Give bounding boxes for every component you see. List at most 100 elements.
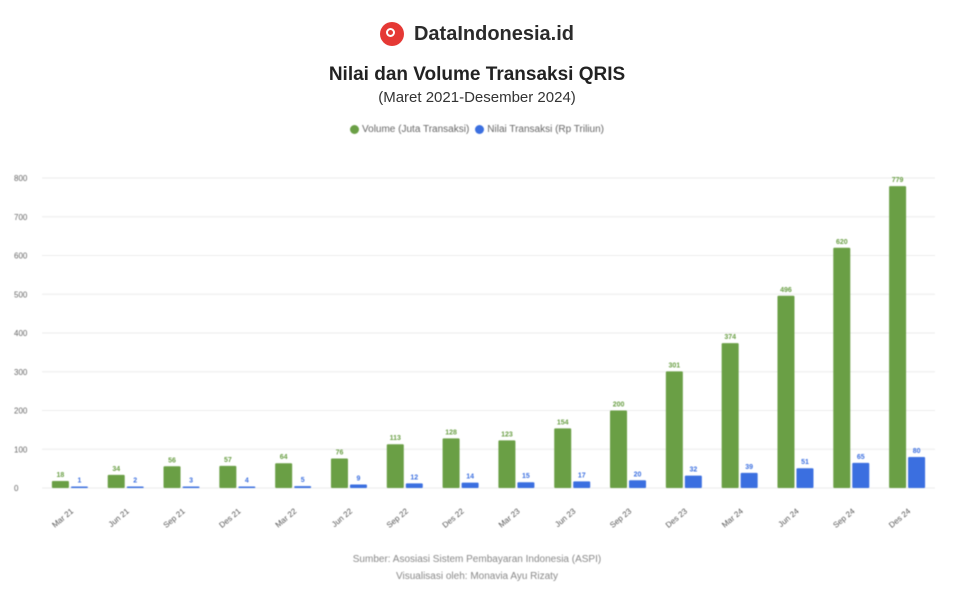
bar-volume — [219, 465, 237, 488]
source-note: Sumber: Asosiasi Sistem Pembayaran Indon… — [352, 554, 602, 565]
y-tick-label: 300 — [14, 368, 28, 377]
bar-volume — [889, 186, 907, 488]
data-label-volume: 123 — [501, 431, 513, 438]
x-tick-label: Des 22 — [441, 506, 467, 530]
data-label-volume: 200 — [613, 402, 625, 409]
legend-label-volume: Volume (Juta Transaksi) — [362, 124, 470, 135]
bar-nilai — [684, 475, 702, 488]
x-tick-label: Jun 23 — [553, 506, 578, 529]
data-label-volume: 34 — [112, 466, 120, 473]
data-label-volume: 56 — [168, 457, 176, 464]
brand-header: DataIndonesia.id — [0, 22, 954, 46]
y-tick-label: 400 — [14, 329, 28, 338]
x-tick-label: Jun 21 — [107, 506, 132, 529]
credit-note: Visualisasi oleh: Monavia Ayu Rizaty — [396, 571, 558, 582]
data-label-volume: 64 — [280, 454, 288, 461]
bar-nilai — [796, 468, 814, 488]
chart-subtitle: (Maret 2021-Desember 2024) — [378, 89, 576, 106]
bar-volume — [51, 481, 69, 488]
data-label-nilai: 1 — [77, 478, 81, 485]
data-label-nilai: 20 — [634, 471, 642, 478]
bar-nilai — [629, 480, 647, 488]
y-tick-label: 700 — [14, 213, 28, 222]
data-label-nilai: 2 — [133, 478, 137, 485]
bar-nilai — [517, 482, 535, 488]
bar-nilai — [349, 484, 367, 488]
data-label-nilai: 32 — [689, 467, 697, 474]
chart-legend: Volume (Juta Transaksi) Nilai Transaksi … — [0, 124, 954, 135]
data-label-volume: 76 — [336, 450, 344, 457]
bar-nilai — [126, 486, 144, 488]
y-tick-label: 500 — [14, 290, 28, 299]
data-label-volume: 374 — [724, 334, 736, 341]
bar-volume — [442, 438, 460, 488]
bar-volume — [330, 458, 348, 488]
bar-volume — [777, 295, 795, 488]
x-tick-label: Mar 22 — [274, 506, 299, 529]
x-tick-label: Mar 23 — [497, 506, 522, 529]
bar-nilai — [908, 457, 926, 488]
data-label-volume: 18 — [57, 472, 65, 479]
data-label-nilai: 39 — [745, 464, 753, 471]
bar-nilai — [461, 482, 479, 488]
legend-item-volume[interactable]: Volume (Juta Transaksi) — [350, 124, 469, 135]
x-tick-label: Sep 23 — [608, 506, 634, 530]
bar-volume — [386, 444, 404, 488]
bar-nilai — [740, 472, 758, 488]
x-tick-label: Sep 22 — [385, 506, 411, 530]
x-tick-label: Sep 24 — [831, 506, 857, 530]
bar-volume — [107, 474, 125, 488]
data-label-volume: 57 — [224, 457, 232, 464]
data-label-nilai: 3 — [189, 478, 193, 485]
data-label-volume: 301 — [669, 362, 681, 369]
data-label-nilai: 17 — [578, 472, 586, 479]
bar-volume — [721, 343, 739, 488]
data-label-nilai: 4 — [245, 477, 249, 484]
y-tick-label: 800 — [14, 174, 28, 183]
bar-nilai — [405, 483, 423, 488]
legend-item-nilai[interactable]: Nilai Transaksi (Rp Triliun) — [475, 124, 604, 135]
data-label-volume: 620 — [836, 239, 848, 246]
data-label-volume: 154 — [557, 419, 569, 426]
legend-label-nilai: Nilai Transaksi (Rp Triliun) — [487, 124, 604, 135]
x-tick-label: Jun 22 — [330, 506, 355, 529]
x-tick-label: Des 23 — [664, 506, 690, 530]
y-tick-label: 100 — [14, 445, 28, 454]
data-label-volume: 128 — [445, 429, 457, 436]
bar-nilai — [238, 486, 256, 488]
bar-nilai — [182, 486, 200, 488]
y-tick-label: 0 — [14, 484, 19, 493]
bar-volume — [610, 410, 628, 488]
bar-nilai — [852, 462, 870, 488]
data-label-nilai: 15 — [522, 473, 530, 480]
y-tick-label: 200 — [14, 407, 28, 416]
legend-swatch-volume — [350, 125, 360, 134]
y-tick-label: 600 — [14, 252, 28, 261]
x-tick-label: Sep 21 — [162, 506, 188, 530]
data-label-volume: 113 — [390, 435, 401, 442]
x-tick-label: Mar 21 — [50, 506, 75, 529]
data-label-nilai: 12 — [410, 474, 418, 481]
bar-volume — [163, 466, 181, 488]
data-label-volume: 496 — [780, 287, 792, 294]
bar-nilai — [294, 486, 312, 488]
data-label-nilai: 14 — [466, 474, 474, 481]
data-label-nilai: 65 — [857, 454, 865, 461]
data-label-nilai: 51 — [801, 459, 809, 466]
legend-swatch-nilai — [475, 125, 485, 134]
x-tick-label: Des 24 — [887, 506, 913, 530]
bar-nilai — [573, 481, 591, 488]
bar-nilai — [70, 486, 88, 488]
x-tick-label: Jun 24 — [777, 506, 802, 529]
bar-volume — [665, 371, 683, 488]
data-label-nilai: 80 — [913, 448, 921, 455]
dataindonesia-logo-icon — [379, 22, 404, 46]
x-tick-label: Mar 24 — [720, 506, 745, 529]
bar-volume — [275, 463, 293, 488]
data-label-nilai: 9 — [357, 476, 361, 483]
x-tick-label: Des 21 — [217, 506, 243, 530]
bar-volume — [498, 440, 516, 488]
bar-volume — [554, 428, 572, 488]
data-label-volume: 779 — [892, 177, 904, 184]
